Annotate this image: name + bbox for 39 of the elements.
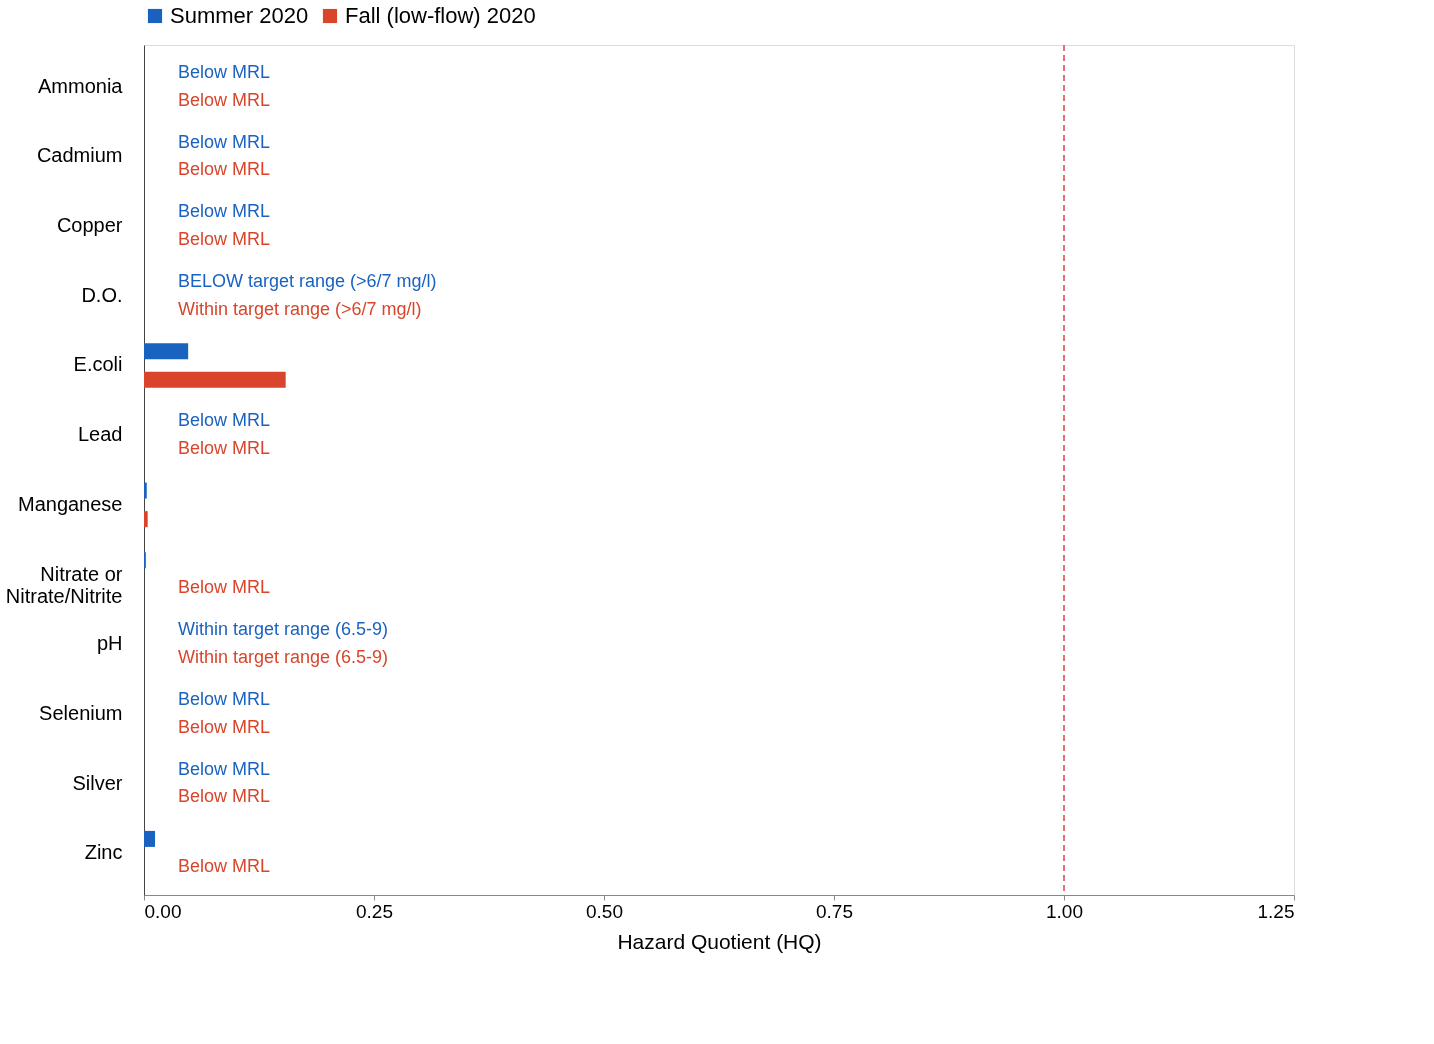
y-tick-label: Ammonia bbox=[38, 74, 124, 97]
text: Within target range (>6/7 mg/l) bbox=[178, 298, 422, 319]
text: Below MRL bbox=[178, 61, 271, 82]
text: Below MRL bbox=[178, 89, 271, 110]
text: Within target range (6.5-9) bbox=[178, 647, 389, 668]
text: Below MRL bbox=[178, 716, 271, 737]
legend-label: Fall (low-flow) 2020 bbox=[345, 3, 536, 28]
text: Below MRL bbox=[178, 201, 271, 222]
x-tick-label: 0.25 bbox=[356, 900, 393, 922]
y-tick-label: Nitrate or Nitrate/Nitrite bbox=[5, 562, 123, 607]
legend-label: Summer 2020 bbox=[170, 3, 309, 28]
text: Below MRL bbox=[178, 786, 271, 807]
text: Below MRL bbox=[178, 410, 271, 431]
y-tick-label: pH bbox=[96, 632, 123, 655]
x-tick-label: 1.00 bbox=[1046, 900, 1083, 922]
x-tick-label: 1.25 bbox=[1257, 900, 1295, 922]
y-tick-label: Copper bbox=[56, 214, 123, 237]
text: Below MRL bbox=[178, 131, 271, 152]
text: Below MRL bbox=[178, 438, 271, 459]
text: Below MRL bbox=[178, 159, 271, 180]
x-axis-title: Hazard Quotient (HQ) bbox=[617, 929, 822, 953]
text: Below MRL bbox=[178, 856, 271, 877]
y-tick-label: Zinc bbox=[84, 841, 123, 864]
text: BELOW target range (>6/7 mg/l) bbox=[178, 270, 437, 291]
y-tick-label: E.coli bbox=[73, 353, 123, 376]
x-tick-label: 0.00 bbox=[144, 900, 182, 922]
text: Below MRL bbox=[178, 688, 271, 709]
text: Below MRL bbox=[178, 229, 271, 250]
y-tick-label: Selenium bbox=[39, 701, 123, 724]
y-tick-label: Lead bbox=[78, 423, 123, 446]
y-tick-label: Silver bbox=[72, 771, 123, 794]
y-tick-label: Manganese bbox=[17, 492, 123, 515]
text: Below MRL bbox=[178, 577, 271, 598]
x-tick-label: 0.50 bbox=[586, 900, 623, 922]
text: Below MRL bbox=[178, 758, 271, 779]
x-tick-label: 0.75 bbox=[816, 900, 853, 922]
y-tick-label: D.O. bbox=[81, 283, 123, 306]
y-tick-label: Cadmium bbox=[36, 144, 123, 167]
text: Within target range (6.5-9) bbox=[178, 619, 389, 640]
